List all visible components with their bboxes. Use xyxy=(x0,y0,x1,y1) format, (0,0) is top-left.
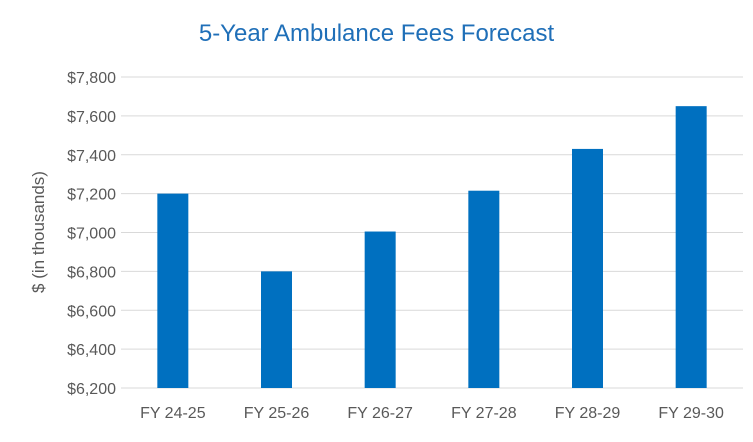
y-tick-label: $7,200 xyxy=(67,187,116,204)
y-tick-label: $7,800 xyxy=(67,70,116,87)
y-tick-label: $6,400 xyxy=(67,342,116,359)
y-axis-label: $ (in thousands) xyxy=(29,171,48,293)
y-tick-label: $7,400 xyxy=(67,148,116,165)
x-tick-label: FY 25-26 xyxy=(244,405,310,422)
bar-fy-25-26 xyxy=(261,271,292,388)
y-tick-label: $7,600 xyxy=(67,109,116,126)
bar-fy-26-27 xyxy=(364,231,396,388)
bar-fy-29-30 xyxy=(675,106,707,388)
bar-fy-24-25 xyxy=(157,193,189,388)
x-axis-ticks: FY 24-25 FY 25-26 FY 26-27 FY 27-28 FY 28-29… xyxy=(140,405,724,422)
gridlines xyxy=(121,76,743,389)
y-tick-label: $7,000 xyxy=(67,226,116,243)
x-tick-label: FY 26-27 xyxy=(347,405,413,422)
x-tick-label: FY 24-25 xyxy=(140,405,206,422)
y-tick-label: $6,800 xyxy=(67,264,116,281)
chart-title: 5-Year Ambulance Fees Forecast xyxy=(198,20,555,47)
x-tick-label: FY 29-30 xyxy=(658,405,724,422)
y-tick-label: $6,200 xyxy=(67,381,116,398)
bars xyxy=(157,106,707,388)
bar-fy-27-28 xyxy=(468,190,500,388)
x-tick-label: FY 27-28 xyxy=(451,405,517,422)
y-tick-label: $6,600 xyxy=(67,303,116,320)
x-tick-label: FY 28-29 xyxy=(555,405,621,422)
bar-fy-28-29 xyxy=(572,148,603,388)
y-axis-ticks: $6,200 $6,400 $6,600 $6,800 $7,000 $7,200 $7,4… xyxy=(67,70,116,398)
